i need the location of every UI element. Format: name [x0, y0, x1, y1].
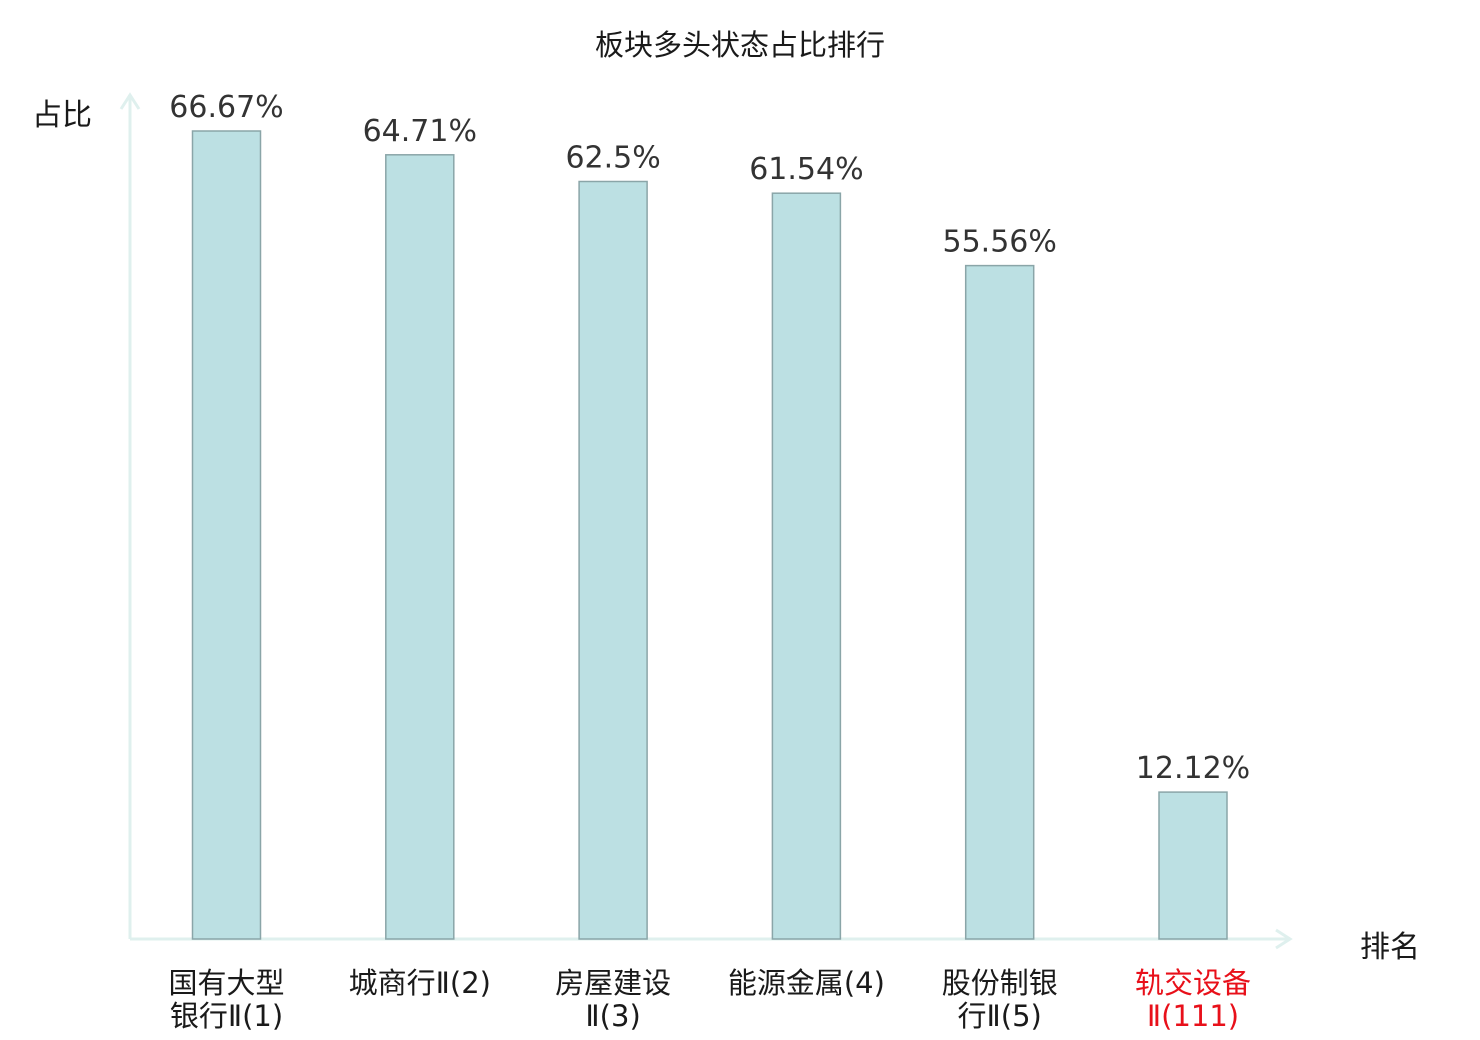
bar: [191, 130, 262, 940]
category-label-line2: 银行Ⅱ(1): [170, 999, 283, 1033]
category-label: 房屋建设: [555, 966, 671, 1000]
category-label-line2: Ⅱ(3): [585, 999, 640, 1033]
bars-group: [191, 130, 1228, 940]
bar: [964, 264, 1035, 940]
category-label: 轨交设备: [1135, 966, 1251, 1000]
data-label: 64.71%: [363, 114, 477, 149]
y-axis-arrow: [119, 92, 141, 110]
category-label-line2: Ⅱ(111): [1147, 999, 1239, 1033]
category-label: 城商行Ⅱ(2): [349, 966, 491, 1000]
bar: [385, 154, 455, 940]
category-label: 能源金属(4): [728, 966, 885, 1000]
x-axis-arrow: [1275, 928, 1293, 950]
data-label: 62.5%: [565, 141, 660, 176]
bar: [771, 192, 842, 940]
category-label-line2: 行Ⅱ(5): [958, 999, 1042, 1033]
value-labels-group: 66.67% 64.71% 62.5% 61.54% 55.56% 12.12%: [169, 90, 1250, 786]
axes: [119, 92, 1293, 950]
data-label: 12.12%: [1136, 751, 1250, 786]
x-axis-label: 排名: [1360, 930, 1420, 965]
category-label: 国有大型: [168, 966, 284, 1000]
data-label: 55.56%: [943, 225, 1057, 260]
data-label: 61.54%: [749, 152, 863, 187]
data-label: 66.67%: [169, 90, 283, 125]
bar: [1158, 791, 1228, 940]
chart-title: 板块多头状态占比排行: [594, 28, 885, 62]
bar: [578, 180, 648, 940]
category-label: 股份制银: [942, 966, 1058, 1000]
y-axis-label: 占比: [32, 98, 92, 133]
